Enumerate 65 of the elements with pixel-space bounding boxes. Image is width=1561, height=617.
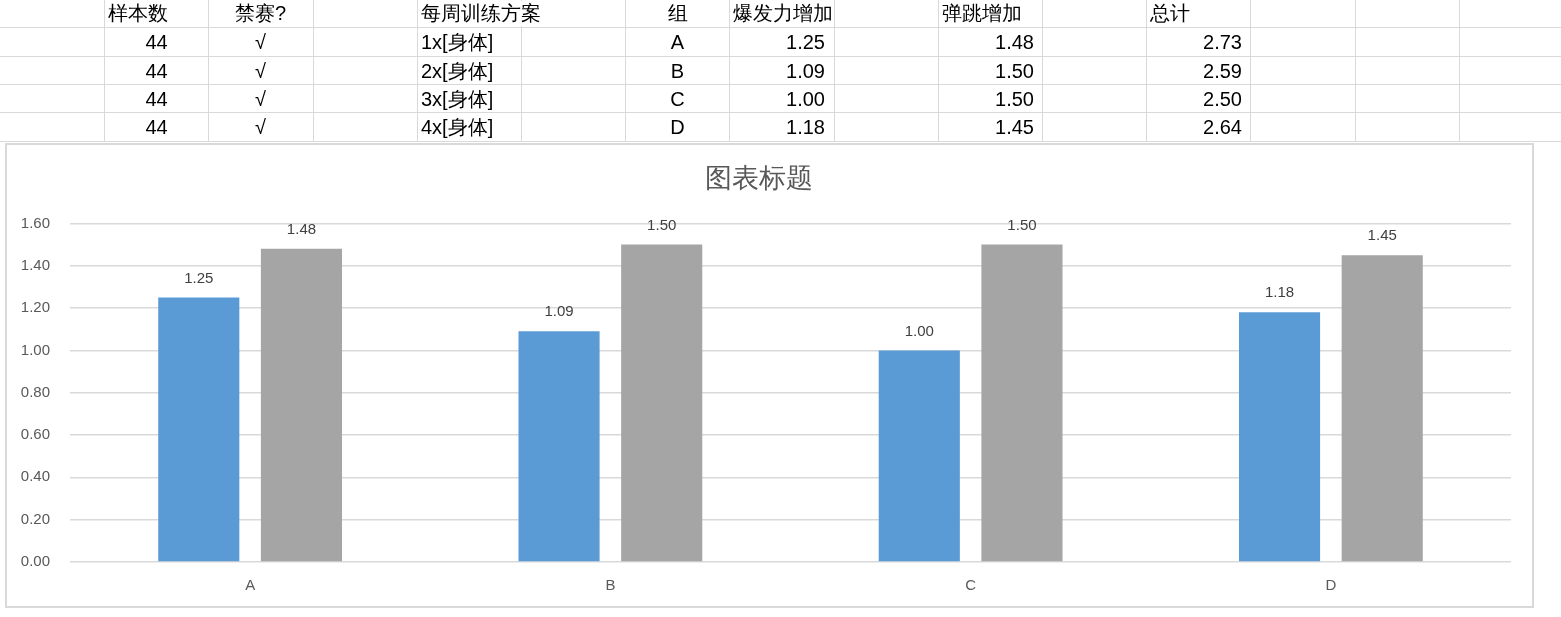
data-label: 1.18 bbox=[1264, 283, 1295, 301]
text: 44 bbox=[145, 115, 168, 140]
y-tick-label: 1.20 bbox=[20, 298, 50, 316]
text: √ bbox=[255, 115, 266, 140]
data-label: 1.00 bbox=[904, 321, 934, 339]
text: 44 bbox=[145, 59, 168, 84]
text: 样本数 bbox=[108, 1, 168, 26]
text: D bbox=[670, 115, 685, 140]
text: 3x[身体] bbox=[421, 87, 494, 112]
x-tick-label: A bbox=[245, 576, 256, 594]
text: 2.64 bbox=[1203, 115, 1242, 140]
text: A bbox=[670, 30, 685, 55]
text: 2.73 bbox=[1203, 30, 1242, 55]
y-tick-label: 0.20 bbox=[20, 509, 50, 527]
text: 44 bbox=[145, 87, 168, 112]
text: 爆发力增加 bbox=[733, 1, 833, 26]
text: 2x[身体] bbox=[421, 59, 494, 84]
bar bbox=[260, 248, 343, 562]
bar bbox=[621, 244, 703, 562]
text: 禁赛? bbox=[234, 1, 287, 26]
x-tick-label: D bbox=[1325, 576, 1337, 594]
text: C bbox=[670, 87, 685, 112]
text: 每周训练方案 bbox=[421, 1, 541, 26]
text: √ bbox=[255, 59, 266, 84]
bar bbox=[518, 331, 600, 562]
text: √ bbox=[255, 87, 266, 112]
text: √ bbox=[255, 30, 266, 55]
text: 1.45 bbox=[995, 115, 1034, 140]
y-tick-label: 0.60 bbox=[20, 425, 50, 443]
x-tick-label: C bbox=[965, 576, 977, 594]
bar bbox=[1238, 312, 1321, 562]
y-tick-label: 0.00 bbox=[20, 552, 50, 570]
text: 1x[身体] bbox=[421, 30, 494, 55]
data-label: 1.50 bbox=[647, 215, 677, 233]
x-tick-label: B bbox=[605, 576, 616, 594]
data-label: 1.25 bbox=[184, 268, 214, 286]
data-label: 1.50 bbox=[1007, 215, 1037, 233]
text: 2.59 bbox=[1203, 59, 1242, 84]
y-tick-label: 0.40 bbox=[20, 467, 50, 485]
bar bbox=[158, 297, 240, 562]
text: 组 bbox=[667, 1, 688, 26]
text: 1.18 bbox=[786, 115, 825, 140]
chart-title: 图表标题 bbox=[705, 162, 813, 193]
data-label: 1.09 bbox=[544, 302, 574, 320]
y-tick-label: 1.40 bbox=[20, 255, 50, 273]
text: 4x[身体] bbox=[421, 115, 494, 140]
text: 弹跳增加 bbox=[942, 1, 1022, 26]
text: 1.00 bbox=[786, 87, 825, 112]
bar bbox=[878, 350, 960, 562]
text: 44 bbox=[145, 30, 168, 55]
bar bbox=[981, 244, 1063, 562]
data-label: 1.48 bbox=[286, 219, 317, 237]
y-tick-label: 1.60 bbox=[20, 213, 50, 231]
text: 1.25 bbox=[786, 30, 825, 55]
bar bbox=[1341, 255, 1423, 562]
text: 1.50 bbox=[995, 87, 1034, 112]
text: 2.50 bbox=[1203, 87, 1242, 112]
text: 1.48 bbox=[995, 30, 1034, 55]
y-tick-label: 0.80 bbox=[20, 382, 50, 400]
data-label: 1.45 bbox=[1367, 226, 1397, 244]
y-tick-label: 1.00 bbox=[20, 340, 50, 358]
text: B bbox=[670, 59, 685, 84]
text: 1.50 bbox=[995, 59, 1034, 84]
text: 1.09 bbox=[786, 59, 825, 84]
text: 总计 bbox=[1150, 1, 1190, 26]
